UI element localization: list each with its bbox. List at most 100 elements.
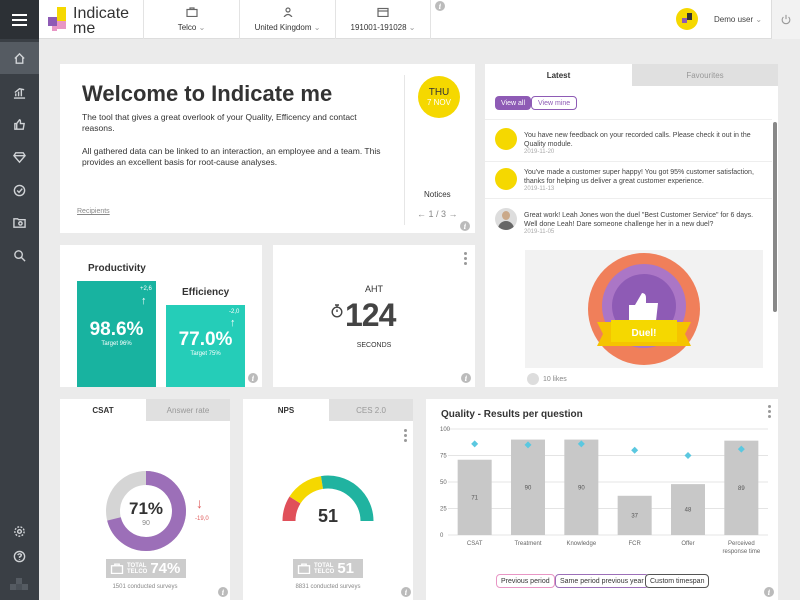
logo-line1: Indicate xyxy=(73,5,130,22)
chart-icon[interactable] xyxy=(0,76,39,108)
avatar[interactable] xyxy=(676,8,698,30)
target-marker xyxy=(684,452,692,459)
tab-latest[interactable]: Latest xyxy=(485,64,632,86)
feed-avatar xyxy=(495,128,517,150)
welcome-paragraph-2: All gathered data can be linked to an in… xyxy=(82,146,381,167)
csat-total-value: 74% xyxy=(150,560,181,577)
efficiency-title: Efficiency xyxy=(182,287,230,298)
y-tick-label: 50 xyxy=(440,480,447,486)
aht-menu-icon[interactable] xyxy=(464,252,467,265)
quality-info-icon[interactable]: i xyxy=(764,587,774,597)
same-period-previous-year-button[interactable]: Same period previous year xyxy=(555,574,649,588)
power-button[interactable] xyxy=(771,0,800,39)
prev-arrow-icon[interactable]: ← xyxy=(417,209,426,219)
nps-total-label: TOTAL xyxy=(314,562,334,569)
home-icon[interactable] xyxy=(0,42,39,74)
folder-search-icon[interactable] xyxy=(0,206,39,238)
settings-icon[interactable] xyxy=(0,515,39,547)
divider xyxy=(485,198,772,199)
nps-total-value: 51 xyxy=(337,560,355,577)
tab-answer-rate[interactable]: Answer rate xyxy=(146,399,230,421)
view-mine-button[interactable]: View mine xyxy=(531,96,578,110)
search-icon[interactable] xyxy=(0,239,39,271)
csat-arc xyxy=(106,471,186,551)
bar xyxy=(457,459,492,535)
nps-info-icon[interactable]: i xyxy=(401,587,411,597)
check-circle-icon[interactable] xyxy=(0,174,39,206)
bar-value-label: 71 xyxy=(471,495,478,501)
y-tick-label: 75 xyxy=(440,454,447,460)
diamond-icon[interactable] xyxy=(0,141,39,173)
period-selector-label: 191001-191028 xyxy=(351,23,416,32)
target-marker xyxy=(737,445,745,453)
previous-period-button[interactable]: Previous period xyxy=(496,574,555,588)
x-tick-label: Offer xyxy=(681,541,694,547)
welcome-info-icon[interactable]: i xyxy=(460,221,470,231)
csat-total-label: TOTAL xyxy=(127,562,147,569)
csat-donut xyxy=(106,471,186,551)
logo-text: Indicate me xyxy=(73,5,130,37)
tab-favourites[interactable]: Favourites xyxy=(632,64,778,86)
bar-value-label: 90 xyxy=(578,485,585,491)
productivity-title: Productivity xyxy=(88,263,146,274)
target-marker xyxy=(577,440,585,448)
productivity-info-icon[interactable]: i xyxy=(248,373,258,383)
tab-csat[interactable]: CSAT xyxy=(60,399,146,421)
nps-gauge xyxy=(282,475,374,522)
productivity-value: 98.6% xyxy=(89,319,144,340)
header-info-icon[interactable]: i xyxy=(435,1,445,11)
thumbs-up-icon[interactable] xyxy=(0,108,39,140)
menu-toggle-button[interactable] xyxy=(0,0,39,39)
feed-item-date: 2019-11-20 xyxy=(524,149,555,155)
divider xyxy=(485,119,772,120)
csat-info-icon[interactable]: i xyxy=(218,587,228,597)
x-tick-label: Perceived xyxy=(728,541,755,547)
arrow-up-icon: ↑ xyxy=(230,317,236,329)
tab-ces[interactable]: CES 2.0 xyxy=(329,399,413,421)
bar-value-label: 48 xyxy=(685,508,692,514)
x-tick-label: Treatment xyxy=(514,541,541,547)
briefcase-icon xyxy=(297,563,311,574)
person-avatar xyxy=(495,208,517,230)
efficiency-value: 77.0% xyxy=(178,329,233,350)
top-header: Indicate me Telco United Kingdom 191001-… xyxy=(39,0,800,39)
user-menu[interactable]: Demo user ⌄ xyxy=(714,15,763,24)
aht-info-icon[interactable]: i xyxy=(461,373,471,383)
help-icon[interactable] xyxy=(0,540,39,572)
divider xyxy=(404,75,405,225)
date-badge-date: 7 NOV xyxy=(426,98,451,107)
logo-mark xyxy=(48,7,72,31)
duel-image: Duel! xyxy=(525,250,763,368)
csat-total-label2: TELCO xyxy=(127,568,148,575)
bar xyxy=(511,439,545,535)
notices-pager: ← 1 / 3 → xyxy=(417,209,458,219)
productivity-target: Target 96% xyxy=(101,341,132,347)
feed-item-text: Great work! Leah Jones won the duel "Bes… xyxy=(524,212,754,228)
quality-menu-icon[interactable] xyxy=(768,405,771,418)
custom-timespan-button[interactable]: Custom timespan xyxy=(645,574,710,588)
power-icon xyxy=(781,14,791,24)
nps-card: NPS CES 2.0 51 TOTAL TELCO 51 8831 conduc… xyxy=(243,399,413,600)
csat-total-badge: TOTAL TELCO 74% xyxy=(106,559,186,578)
bar xyxy=(617,495,652,535)
productivity-tile: +2,6 ↑ 98.6% Target 96% xyxy=(77,281,156,387)
nps-menu-icon[interactable] xyxy=(404,429,407,442)
csat-sub-value: 90 xyxy=(142,520,150,527)
period-selector[interactable]: 191001-191028 xyxy=(335,0,431,39)
country-selector-label: United Kingdom xyxy=(255,23,321,32)
feed-scrollbar[interactable] xyxy=(773,122,777,312)
tab-nps[interactable]: NPS xyxy=(243,399,329,421)
country-selector[interactable]: United Kingdom xyxy=(239,0,335,39)
efficiency-tile: -2,0 ↑ 77.0% Target 75% xyxy=(166,305,245,387)
recipients-link[interactable]: Recipients xyxy=(77,208,110,215)
x-tick-label: Knowledge xyxy=(566,541,596,547)
company-selector[interactable]: Telco xyxy=(143,0,239,39)
date-badge-day: THU xyxy=(428,87,450,98)
x-tick-label: FCR xyxy=(628,541,641,547)
aht-title: AHT xyxy=(365,284,383,294)
divider xyxy=(485,161,772,162)
view-all-button[interactable]: View all xyxy=(495,96,531,110)
csat-value: 71% xyxy=(128,499,164,518)
next-arrow-icon[interactable]: → xyxy=(448,209,458,219)
like-heart-icon[interactable] xyxy=(527,373,539,385)
